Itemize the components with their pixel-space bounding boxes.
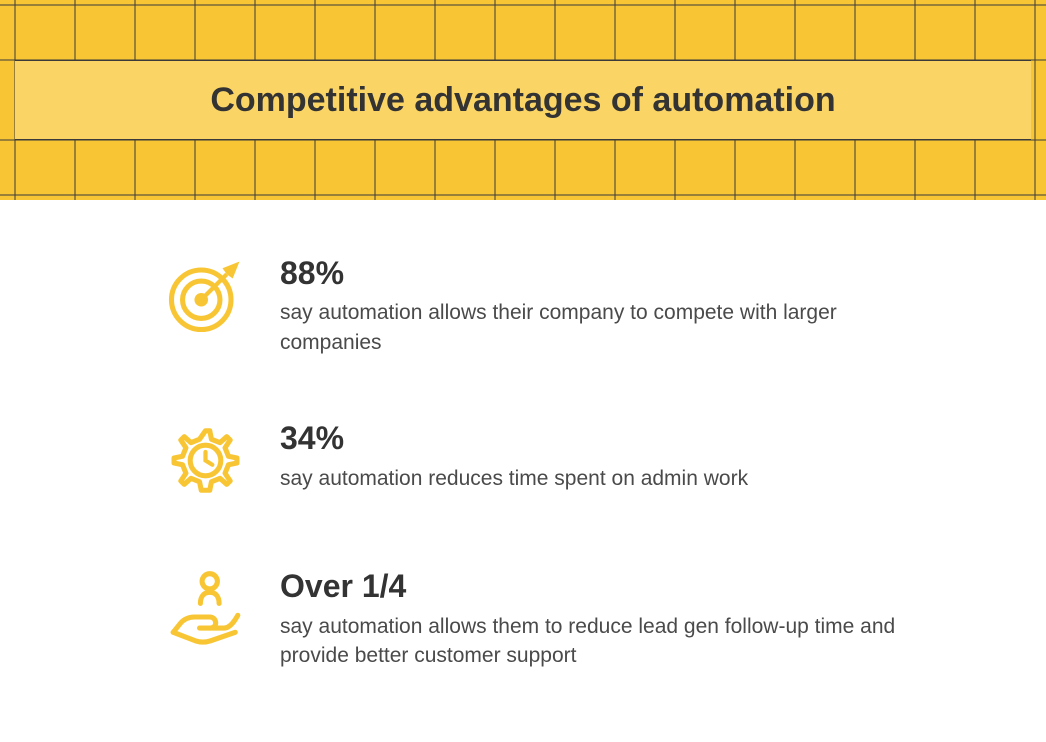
stat-text-block: 34% say automation reduces time spent on… [280, 415, 946, 493]
target-icon [160, 250, 250, 340]
stat-description: say automation reduces time spent on adm… [280, 464, 900, 493]
page-title: Competitive advantages of automation [210, 81, 835, 120]
gear-clock-icon [160, 415, 250, 505]
title-bar: Competitive advantages of automation [15, 60, 1031, 140]
content-section: 88% say automation allows their company … [0, 200, 1046, 710]
stat-text-block: Over 1/4 say automation allows them to r… [280, 563, 946, 670]
stat-value: 34% [280, 419, 946, 457]
header-section: Competitive advantages of automation [0, 0, 1046, 200]
stat-row: 34% say automation reduces time spent on… [160, 415, 946, 505]
stat-description: say automation allows their company to c… [280, 298, 900, 357]
stat-description: say automation allows them to reduce lea… [280, 612, 900, 671]
stat-value: Over 1/4 [280, 567, 946, 605]
stat-value: 88% [280, 254, 946, 292]
hand-person-icon [160, 563, 250, 653]
stat-text-block: 88% say automation allows their company … [280, 250, 946, 357]
stat-row: Over 1/4 say automation allows them to r… [160, 563, 946, 670]
stat-row: 88% say automation allows their company … [160, 250, 946, 357]
